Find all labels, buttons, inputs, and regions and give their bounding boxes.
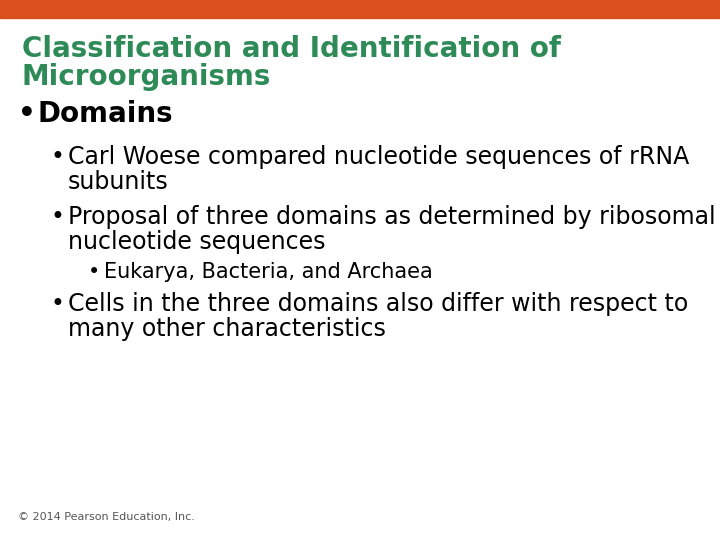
Text: subunits: subunits xyxy=(68,170,168,194)
Text: nucleotide sequences: nucleotide sequences xyxy=(68,230,325,254)
Text: Classification and Identification of: Classification and Identification of xyxy=(22,35,561,63)
Text: •: • xyxy=(50,145,64,169)
Text: Carl Woese compared nucleotide sequences of rRNA: Carl Woese compared nucleotide sequences… xyxy=(68,145,689,169)
Text: Domains: Domains xyxy=(38,100,174,128)
Text: Cells in the three domains also differ with respect to: Cells in the three domains also differ w… xyxy=(68,292,688,316)
Text: •: • xyxy=(50,205,64,229)
Text: •: • xyxy=(88,262,100,282)
Text: many other characteristics: many other characteristics xyxy=(68,317,386,341)
Text: Proposal of three domains as determined by ribosomal: Proposal of three domains as determined … xyxy=(68,205,716,229)
Bar xyxy=(0,0,720,18)
Text: Eukarya, Bacteria, and Archaea: Eukarya, Bacteria, and Archaea xyxy=(104,262,433,282)
Text: © 2014 Pearson Education, Inc.: © 2014 Pearson Education, Inc. xyxy=(18,512,195,522)
Text: Microorganisms: Microorganisms xyxy=(22,63,271,91)
Text: •: • xyxy=(18,100,36,128)
Text: •: • xyxy=(50,292,64,316)
